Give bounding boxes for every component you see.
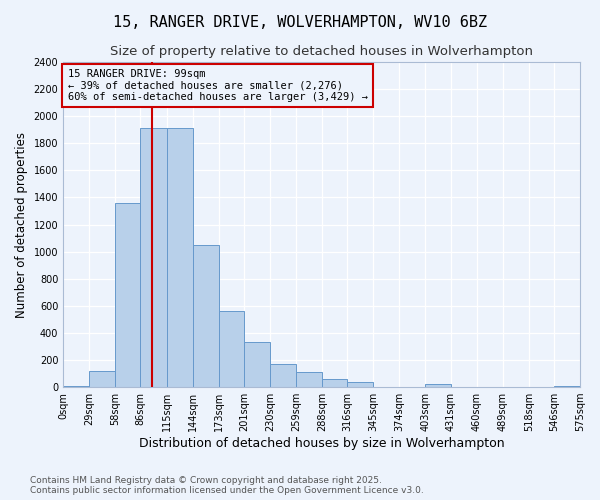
Text: Contains HM Land Registry data © Crown copyright and database right 2025.
Contai: Contains HM Land Registry data © Crown c…	[30, 476, 424, 495]
Bar	[244, 342, 270, 387]
Title: Size of property relative to detached houses in Wolverhampton: Size of property relative to detached ho…	[110, 45, 533, 58]
Bar	[167, 128, 193, 387]
Text: 15, RANGER DRIVE, WOLVERHAMPTON, WV10 6BZ: 15, RANGER DRIVE, WOLVERHAMPTON, WV10 6B…	[113, 15, 487, 30]
Bar	[218, 311, 244, 387]
Bar	[140, 128, 167, 387]
Y-axis label: Number of detached properties: Number of detached properties	[15, 132, 28, 318]
Bar	[193, 245, 218, 387]
Bar	[115, 203, 140, 387]
Bar	[270, 364, 296, 387]
Bar	[63, 386, 89, 387]
Bar	[296, 372, 322, 387]
Bar	[425, 384, 451, 387]
Bar	[347, 382, 373, 387]
X-axis label: Distribution of detached houses by size in Wolverhampton: Distribution of detached houses by size …	[139, 437, 505, 450]
Bar	[89, 371, 115, 387]
Text: 15 RANGER DRIVE: 99sqm
← 39% of detached houses are smaller (2,276)
60% of semi-: 15 RANGER DRIVE: 99sqm ← 39% of detached…	[68, 68, 368, 102]
Bar	[554, 386, 580, 387]
Bar	[322, 379, 347, 387]
